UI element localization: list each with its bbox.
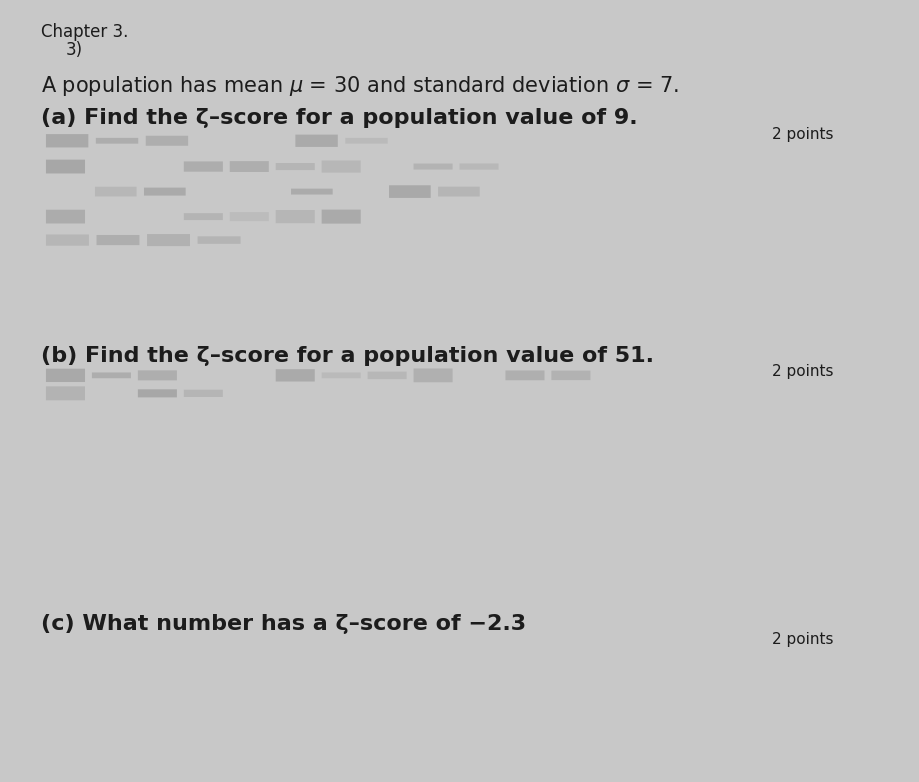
FancyBboxPatch shape [346, 138, 388, 144]
FancyBboxPatch shape [389, 185, 431, 198]
FancyBboxPatch shape [96, 138, 138, 144]
FancyBboxPatch shape [146, 136, 188, 145]
FancyBboxPatch shape [414, 368, 452, 382]
Text: 2 points: 2 points [772, 632, 834, 647]
Text: (b) Find the ζ–score for a population value of 51.: (b) Find the ζ–score for a population va… [41, 346, 654, 366]
FancyBboxPatch shape [414, 163, 453, 170]
FancyBboxPatch shape [138, 371, 176, 380]
FancyBboxPatch shape [46, 368, 85, 382]
Text: (a) Find the ζ–score for a population value of 9.: (a) Find the ζ–score for a population va… [41, 108, 638, 128]
FancyBboxPatch shape [95, 187, 137, 196]
FancyBboxPatch shape [551, 371, 590, 380]
Text: A population has mean $\mu$ = 30 and standard deviation $\sigma$ = 7.: A population has mean $\mu$ = 30 and sta… [41, 74, 679, 99]
Text: Chapter 3.: Chapter 3. [41, 23, 129, 41]
FancyBboxPatch shape [184, 389, 222, 397]
FancyBboxPatch shape [291, 188, 333, 195]
FancyBboxPatch shape [505, 371, 544, 380]
Text: 2 points: 2 points [772, 364, 834, 379]
FancyBboxPatch shape [438, 187, 480, 196]
FancyBboxPatch shape [295, 135, 338, 147]
FancyBboxPatch shape [322, 372, 360, 378]
FancyBboxPatch shape [184, 213, 223, 220]
FancyBboxPatch shape [184, 161, 223, 172]
FancyBboxPatch shape [46, 386, 85, 400]
FancyBboxPatch shape [230, 212, 269, 221]
Text: (c) What number has a ζ–score of −2.3: (c) What number has a ζ–score of −2.3 [41, 614, 527, 634]
FancyBboxPatch shape [138, 389, 176, 397]
FancyBboxPatch shape [276, 369, 314, 382]
Text: 2 points: 2 points [772, 127, 834, 142]
FancyBboxPatch shape [230, 161, 269, 172]
FancyBboxPatch shape [46, 235, 89, 246]
FancyBboxPatch shape [460, 163, 498, 170]
FancyBboxPatch shape [322, 210, 361, 224]
FancyBboxPatch shape [46, 160, 85, 174]
FancyBboxPatch shape [322, 160, 361, 173]
FancyBboxPatch shape [46, 134, 88, 148]
FancyBboxPatch shape [46, 210, 85, 224]
FancyBboxPatch shape [198, 236, 241, 244]
FancyBboxPatch shape [92, 372, 131, 378]
FancyBboxPatch shape [368, 371, 406, 379]
FancyBboxPatch shape [147, 234, 190, 246]
Text: 3): 3) [66, 41, 84, 59]
FancyBboxPatch shape [276, 210, 314, 223]
FancyBboxPatch shape [276, 163, 314, 170]
FancyBboxPatch shape [144, 188, 186, 196]
FancyBboxPatch shape [96, 235, 140, 246]
